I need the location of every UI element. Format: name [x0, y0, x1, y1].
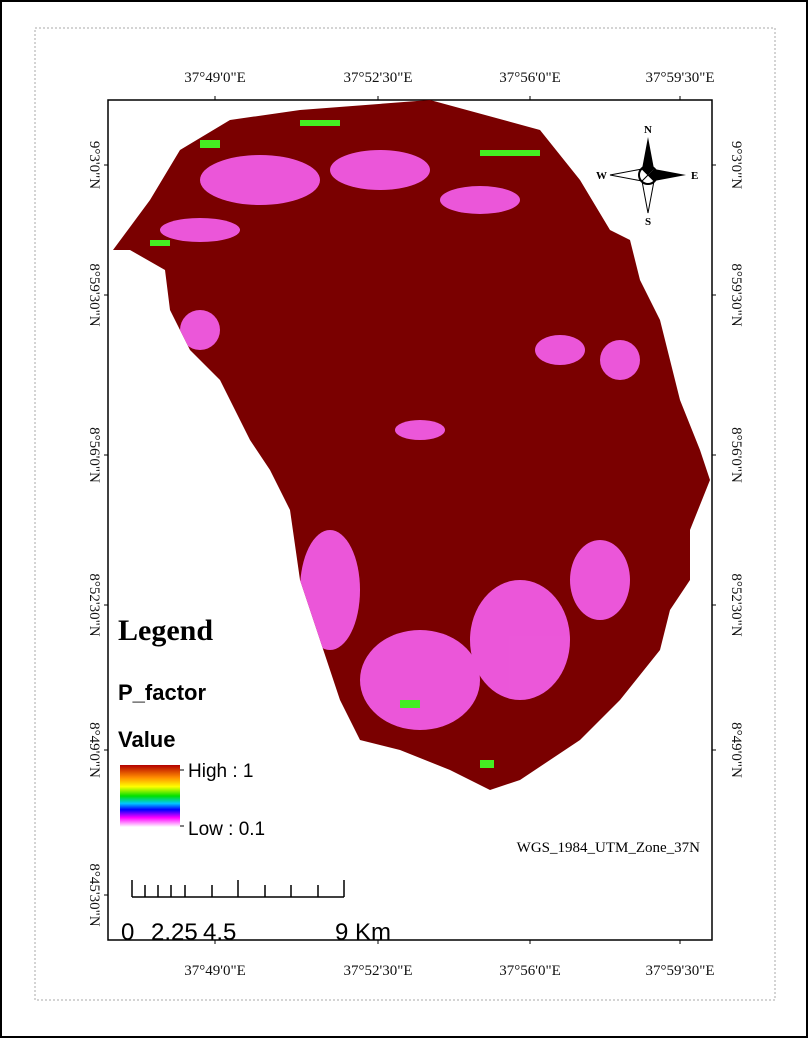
- south-label: S: [645, 216, 651, 228]
- x-label-top: 37°49'0"E: [184, 70, 246, 86]
- x-label-top: 37°56'0"E: [499, 70, 561, 86]
- scale-label: 4.5: [203, 919, 236, 946]
- west-label: W: [596, 170, 607, 182]
- y-label-right: 8°56'0"N: [728, 427, 744, 483]
- y-label-right: 8°49'0"N: [728, 722, 744, 778]
- y-label-right: 9°3'0"N: [728, 141, 744, 189]
- scale-label: 9 Km: [335, 919, 391, 946]
- x-label-bottom: 37°52'30"E: [344, 963, 413, 979]
- y-label-left: 8°49'0"N: [86, 722, 102, 778]
- y-label-left: 8°56'0"N: [86, 427, 102, 483]
- x-label-bottom: 37°56'0"E: [499, 963, 561, 979]
- y-label-left: 9°3'0"N: [86, 141, 102, 189]
- y-label-right: 8°59'30"N: [728, 263, 744, 326]
- north-label: N: [644, 124, 652, 136]
- y-label-left: 8°45'30"N: [86, 863, 102, 926]
- scale-label: 2.25: [151, 919, 198, 946]
- legend-field: Value: [118, 727, 175, 752]
- projection-label: WGS_1984_UTM_Zone_37N: [517, 840, 700, 856]
- y-label-left: 8°59'30"N: [86, 263, 102, 326]
- y-label-right: 8°52'30"N: [728, 573, 744, 636]
- y-label-left: 8°52'30"N: [86, 573, 102, 636]
- east-label: E: [691, 170, 698, 182]
- x-label-top: 37°52'30"E: [344, 70, 413, 86]
- legend-ramp: [120, 765, 180, 827]
- x-label-top: 37°59'30"E: [646, 70, 715, 86]
- legend-high: High : 1: [188, 761, 253, 782]
- legend-low: Low : 0.1: [188, 819, 265, 840]
- scale-label: 0: [121, 919, 134, 946]
- x-label-bottom: 37°59'30"E: [646, 963, 715, 979]
- map-page: 37°49'0"E 37°52'30"E 37°56'0"E 37°59'30"E 37…: [0, 0, 808, 1038]
- legend-layer: P_factor: [118, 680, 206, 705]
- legend-title: Legend: [118, 614, 213, 647]
- x-label-bottom: 37°49'0"E: [184, 963, 246, 979]
